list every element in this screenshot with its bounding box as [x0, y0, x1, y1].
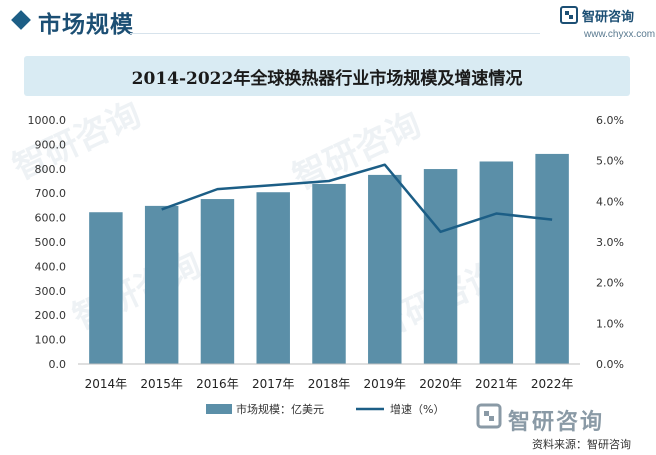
left-tick-label: 700.0 [35, 187, 67, 200]
brand-url: www.chyxx.com [584, 29, 656, 40]
left-tick-label: 800.0 [35, 163, 67, 176]
left-tick-label: 1000.0 [28, 114, 67, 127]
x-tick-label: 2022年 [531, 377, 574, 391]
bar [144, 205, 179, 364]
right-axis: 0.0% 1.0% 2.0% 3.0% 4.0% 5.0% 6.0% [596, 114, 624, 371]
chart-title-box [24, 56, 630, 96]
right-tick-label: 5.0% [596, 155, 624, 168]
x-tick-label: 2016年 [196, 377, 239, 391]
header: 市场规模 智研咨询 www.chyxx.com [0, 0, 656, 44]
legend-line-label: 增速（%） [390, 402, 444, 416]
left-tick-label: 200.0 [35, 309, 67, 322]
section-title: 市场规模 [38, 12, 134, 38]
svg-text:智研咨询: 智研咨询 [287, 104, 427, 198]
left-tick-label: 100.0 [35, 334, 67, 347]
growth-line [161, 163, 553, 234]
left-tick-label: 0.0 [49, 358, 67, 371]
bar [89, 212, 123, 364]
x-axis: 2014年 2015年 2016年 2017年 2018年 2019年 2020年 2021年… [85, 377, 574, 391]
x-tick-label: 2014年 [85, 377, 128, 391]
right-tick-label: 3.0% [596, 236, 624, 249]
right-tick-label: 1.0% [596, 317, 624, 330]
left-tick-label: 500.0 [35, 236, 67, 249]
bar [535, 153, 569, 364]
left-axis: 0.0 100.0 200.0 300.0 400.0 500.0 600.0 700.0 80… [28, 114, 67, 371]
bar-series [89, 153, 569, 364]
brand-name: 智研咨询 [582, 10, 635, 25]
x-tick-label: 2017年 [252, 377, 295, 391]
bar [312, 183, 346, 364]
svg-text:智研咨询: 智研咨询 [67, 244, 207, 338]
footer-logo-icon [476, 403, 502, 429]
left-tick-label: 600.0 [35, 212, 67, 225]
right-tick-label: 6.0% [596, 114, 624, 127]
left-tick-label: 400.0 [35, 260, 67, 273]
right-tick-label: 4.0% [596, 195, 624, 208]
header-divider [130, 33, 540, 34]
chart-title: 2014-2022年全球换热器行业市场规模及增速情况 [131, 69, 523, 89]
x-tick-label: 2021年 [475, 377, 518, 391]
right-tick-label: 0.0% [596, 358, 624, 371]
x-tick-label: 2015年 [140, 377, 183, 391]
legend: 市场规模：亿美元 增速（%） [206, 402, 444, 416]
x-tick-label: 2018年 [308, 377, 351, 391]
bar [368, 174, 402, 364]
right-tick-label: 2.0% [596, 277, 624, 290]
bar [479, 161, 514, 364]
bar [200, 199, 235, 364]
legend-bar-swatch [206, 404, 232, 414]
svg-text:智研咨询: 智研咨询 [7, 94, 147, 188]
left-tick-label: 300.0 [35, 285, 67, 298]
x-tick-label: 2019年 [364, 377, 407, 391]
brand-logo-icon [560, 6, 578, 24]
footer-brand: 智研咨询 [508, 410, 605, 435]
x-tick-label: 2020年 [419, 377, 462, 391]
source-note: 资料来源：智研咨询 [532, 438, 631, 451]
bar [423, 169, 458, 364]
left-tick-label: 900.0 [35, 138, 67, 151]
bar [256, 192, 290, 364]
legend-bar-label: 市场规模：亿美元 [236, 402, 324, 416]
